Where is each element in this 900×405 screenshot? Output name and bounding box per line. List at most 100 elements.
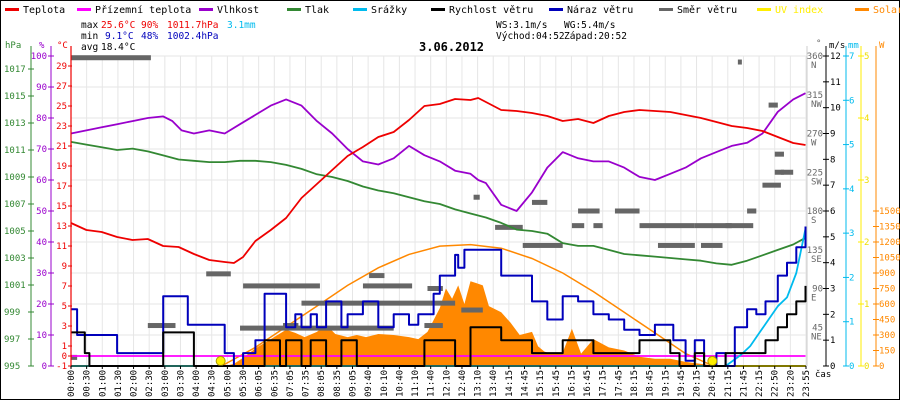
x-axis-tick-label: 02:30 — [145, 370, 155, 397]
legend-swatch-uv-index — [757, 8, 771, 11]
wind-direction-mark — [774, 169, 784, 175]
x-axis-tick-label: 06:05 — [255, 370, 265, 397]
x-axis-tick-label: 01:00 — [98, 370, 108, 397]
wind-direction-mark — [762, 182, 781, 188]
axis-w-tick-label: 300 — [879, 331, 895, 341]
axis-celsius-tick-label: 17 — [56, 182, 67, 192]
wind-direction-mark — [639, 223, 695, 229]
x-axis-tick-label: 23:20 — [786, 370, 796, 397]
wind-direction-mark — [71, 55, 151, 61]
axis-hpa-tick-label: 1003 — [4, 254, 26, 264]
stat-wind-gust: WG:5.4m/s — [564, 20, 615, 31]
x-axis-tick-label: 09:40 — [364, 370, 374, 397]
axis-ms-tick-label: 2 — [830, 310, 835, 320]
axis-celsius-tick-label: 7 — [62, 282, 67, 292]
stat-sunset: Západ:20:52 — [564, 31, 627, 42]
x-axis-tick-label: 20:15 — [693, 370, 703, 397]
wind-direction-mark — [747, 208, 757, 214]
axis-celsius-tick-label: 25 — [56, 102, 67, 112]
chart-title: 3.06.2012 — [419, 40, 484, 54]
axis-hpa-tick-label: 1007 — [4, 200, 26, 210]
stat-max-humidity: 90% — [141, 20, 158, 31]
axis-uv-tick-label: 1 — [864, 300, 869, 310]
wind-direction-mark — [427, 286, 443, 291]
stat-rain: 3.1mm — [227, 20, 256, 31]
x-axis-tick-label: 08:05 — [317, 370, 327, 397]
axis-uv-tick-label: 5 — [864, 52, 869, 62]
axis-w-tick-label: 1350 — [879, 223, 900, 233]
axis-ms-tick-label: 10 — [830, 104, 841, 114]
wind-direction-mark — [522, 242, 563, 248]
axis-hpa-tick-label: 1015 — [4, 92, 26, 102]
series-tlak — [70, 141, 806, 266]
x-axis-tick-label: 11:10 — [411, 370, 421, 397]
axis-ms-tick-label: 0 — [830, 362, 835, 372]
legend-swatch-rychlost-vetru — [431, 8, 445, 11]
axis-ms-unit: m/s — [829, 41, 845, 51]
x-axis-tick-label: 11:40 — [427, 370, 437, 397]
legend-swatch-srazky — [353, 8, 367, 11]
axis-w-tick-label: 1500 — [879, 207, 900, 217]
axes-layer: hPa9959979991001100310051007100910111013… — [4, 39, 900, 372]
axis-celsius-tick-label: 21 — [56, 142, 67, 152]
x-axis-tick-label: 04:00 — [192, 370, 202, 397]
stat-min-humidity: 48% — [141, 31, 158, 42]
x-axis-tick-label: 05:30 — [239, 370, 249, 397]
axis-w-tick-label: 750 — [879, 285, 895, 295]
x-axis-tick-label: 03:30 — [176, 370, 186, 397]
legend-swatch-teplota — [5, 8, 19, 11]
axis-mm-tick-label: 3 — [849, 229, 854, 239]
axis-ms-tick-label: 9 — [830, 130, 835, 140]
x-axis-tick-label: 15:15 — [536, 370, 546, 397]
stat-sunrise: Východ:04:52 — [496, 31, 565, 42]
x-axis-tick-label: 09:05 — [348, 370, 358, 397]
x-axis-tick-label: 14:45 — [521, 370, 531, 397]
axis-celsius-tick-label: 1 — [62, 342, 67, 352]
x-axis-tick-label: 17:45 — [614, 370, 624, 397]
axis-celsius-unit: °C — [57, 41, 68, 51]
axis-direction-unit: ° — [816, 39, 821, 49]
x-axis-tick-label: 23:55 — [802, 370, 812, 397]
axis-percent-tick-label: 70 — [36, 145, 47, 155]
legend-label-srazky: Srážky — [371, 4, 407, 16]
axis-mm-tick-label: 0 — [849, 362, 854, 372]
axis-celsius-tick-label: 11 — [56, 242, 67, 252]
x-axis-tick-label: 18:45 — [646, 370, 656, 397]
axis-percent-tick-label: 90 — [36, 83, 47, 93]
axis-percent-tick-label: 10 — [36, 331, 47, 341]
legend-label-teplota: Teplota — [23, 5, 65, 16]
x-axis-tick-label: 08:35 — [333, 370, 343, 397]
legend-label-naraz-vetru: Náraz větru — [567, 4, 633, 16]
axis-direction-compass-label: SE — [811, 255, 822, 265]
axis-w-unit: W — [879, 41, 885, 51]
axis-ms-tick-label: 3 — [830, 285, 835, 295]
x-axis-tick-label: 07:05 — [286, 370, 296, 397]
axis-w-tick-label: 0 — [879, 362, 884, 372]
axis-celsius-tick-label: 19 — [56, 162, 67, 172]
x-axis-tick-label: 16:15 — [567, 370, 577, 397]
axis-w-tick-label: 900 — [879, 269, 895, 279]
wind-direction-mark — [473, 194, 480, 200]
x-axis-tick-label: 14:15 — [505, 370, 515, 397]
axis-percent-tick-label: 100 — [31, 52, 47, 62]
legend-label-rychlost-vetru: Rychlost větru — [449, 4, 533, 16]
x-axis-tick-label: 13:40 — [489, 370, 499, 397]
series-srazky — [71, 228, 807, 367]
wind-direction-mark — [461, 307, 483, 313]
x-axis-tick-label: 04:30 — [208, 370, 218, 397]
stat-max-pressure: 1011.7hPa — [167, 20, 218, 31]
legend-label-vlhkost: Vlhkost — [217, 5, 259, 16]
wind-direction-mark — [593, 223, 603, 229]
legend-label-tlak: Tlak — [305, 5, 329, 16]
wind-direction-mark — [243, 283, 320, 289]
axis-hpa-tick-label: 1001 — [4, 281, 26, 291]
wind-direction-mark — [283, 323, 299, 329]
axis-celsius-tick-label: 3 — [62, 322, 67, 332]
axis-mm-tick-label: 6 — [849, 96, 854, 106]
axis-celsius-tick-label: 0 — [62, 352, 67, 362]
x-axis-tick-label: 10:40 — [395, 370, 405, 397]
legend-swatch-tlak — [287, 8, 301, 11]
series-teplota — [70, 97, 806, 264]
x-axis-tick-label: 16:45 — [583, 370, 593, 397]
axis-direction-compass-label: S — [811, 216, 816, 226]
